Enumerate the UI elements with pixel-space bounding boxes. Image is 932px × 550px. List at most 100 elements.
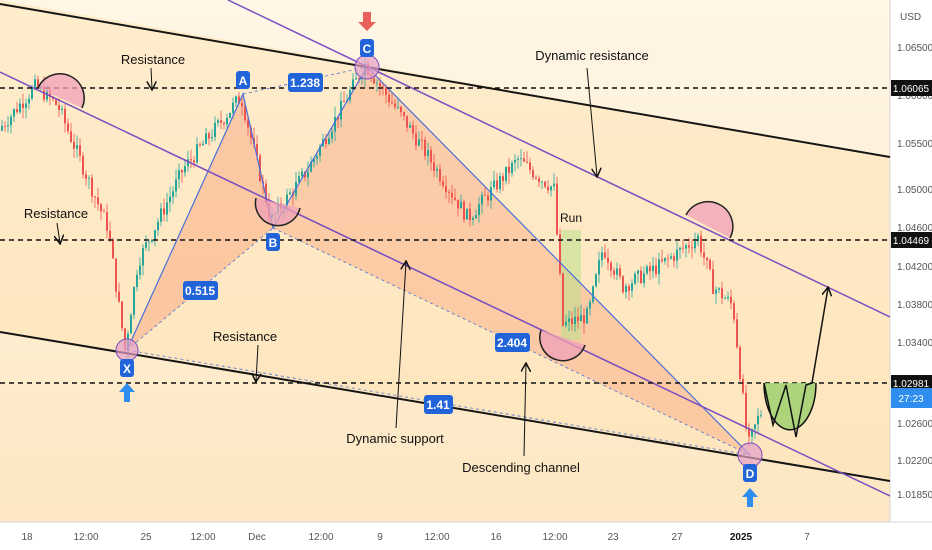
candle xyxy=(700,230,702,257)
candle xyxy=(712,260,714,295)
candle xyxy=(493,170,495,190)
candle xyxy=(61,105,63,115)
time-tick-label: 18 xyxy=(21,532,33,543)
candle xyxy=(655,257,657,278)
currency-label: USD xyxy=(900,12,921,23)
price-tick-label: 1.04600 xyxy=(897,223,932,234)
candle xyxy=(556,176,558,236)
candle xyxy=(1,119,3,132)
harmonic-triangle-bcd xyxy=(273,67,750,455)
candle xyxy=(430,146,432,171)
price-tick-label: 1.05000 xyxy=(897,185,932,196)
candle xyxy=(316,153,318,165)
candle xyxy=(661,249,663,264)
candle xyxy=(214,116,216,142)
candle xyxy=(148,240,150,252)
candle xyxy=(385,84,387,104)
candle xyxy=(469,202,471,227)
candle xyxy=(535,175,537,180)
candle xyxy=(445,175,447,199)
candle xyxy=(448,189,450,203)
candle xyxy=(16,102,18,114)
candle xyxy=(313,157,315,168)
candle xyxy=(436,165,438,178)
candle xyxy=(538,175,540,188)
candle xyxy=(145,235,147,251)
ratio-label-141: 1.41 xyxy=(424,395,453,414)
candle xyxy=(298,171,300,183)
run-highlight xyxy=(561,230,581,340)
candle xyxy=(199,142,201,148)
candle xyxy=(172,186,174,205)
candle xyxy=(673,253,675,268)
price-tick-label: 1.02600 xyxy=(897,419,932,430)
candle xyxy=(217,118,219,127)
price-axis[interactable]: USD 1.06500 1.06000 1.05500 1.05000 1.04600 1… xyxy=(891,12,932,501)
candle xyxy=(406,115,408,133)
candle xyxy=(634,271,636,286)
candle xyxy=(529,157,531,174)
candle xyxy=(742,374,744,395)
candle xyxy=(625,283,627,299)
candle xyxy=(724,295,726,299)
candle xyxy=(580,304,582,322)
candle xyxy=(649,262,651,280)
candle xyxy=(598,251,600,284)
candle xyxy=(133,286,135,320)
candle xyxy=(496,173,498,193)
candle xyxy=(160,202,162,227)
candle xyxy=(118,282,120,304)
time-tick-label: 12:00 xyxy=(308,532,333,543)
candle xyxy=(22,93,24,119)
candle xyxy=(190,149,192,168)
resistance-arc-right xyxy=(685,200,734,239)
candle xyxy=(760,409,762,419)
candle xyxy=(676,241,678,269)
candle xyxy=(208,131,210,146)
current-price-tag: 27:23 xyxy=(891,388,932,408)
candle xyxy=(658,252,660,285)
resistance-arc-left xyxy=(37,73,85,109)
candle xyxy=(154,229,156,247)
candle xyxy=(460,194,462,209)
candle xyxy=(376,79,378,92)
candle xyxy=(136,269,138,292)
candle xyxy=(595,273,597,288)
candle xyxy=(718,287,720,294)
candle xyxy=(487,192,489,206)
candle xyxy=(226,113,228,130)
candle xyxy=(115,258,117,298)
time-axis[interactable]: 18 12:00 25 12:00 Dec 12:00 9 12:00 16 12:00 23 27 2… xyxy=(21,532,810,543)
candle xyxy=(721,281,723,305)
candle xyxy=(70,123,72,144)
candle xyxy=(67,118,69,135)
annotation-descending-channel: Descending channel xyxy=(462,460,580,475)
point-circle-x xyxy=(115,338,139,362)
price-tick-label: 1.06000 xyxy=(897,91,932,102)
candle xyxy=(703,242,705,266)
support-arc-run xyxy=(539,329,586,362)
price-tick-label: 1.03400 xyxy=(897,338,932,349)
candle xyxy=(547,180,549,194)
candle xyxy=(478,196,480,223)
candle xyxy=(412,120,414,140)
candle xyxy=(28,94,30,110)
candle xyxy=(454,188,456,201)
candle xyxy=(235,95,237,108)
candle xyxy=(4,121,6,132)
time-tick-label: 7 xyxy=(804,532,810,543)
candle xyxy=(643,266,645,288)
candle xyxy=(169,186,171,212)
candle xyxy=(112,237,114,259)
candle xyxy=(685,243,687,258)
ratio-label-1238: 1.238 xyxy=(288,73,323,92)
candle xyxy=(499,172,501,194)
candle xyxy=(427,142,429,166)
candle xyxy=(421,130,423,150)
price-tick-label: 1.04200 xyxy=(897,262,932,273)
xb-leg xyxy=(126,227,274,351)
candle xyxy=(58,97,60,117)
candle xyxy=(664,257,666,265)
time-tick-label: 12:00 xyxy=(542,532,567,543)
